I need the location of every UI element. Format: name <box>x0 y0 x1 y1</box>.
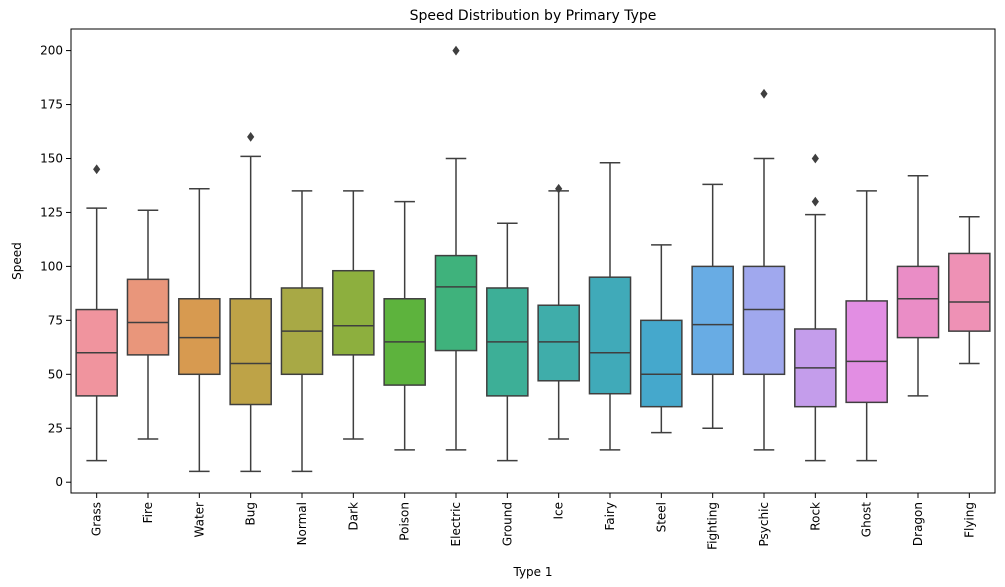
box-normal <box>280 190 324 473</box>
y-axis-label: Speed <box>10 242 24 280</box>
y-tick-label-200: 200 <box>40 44 63 58</box>
x-tick-label-poison: Poison <box>398 502 412 541</box>
x-tick-label-fairy: Fairy <box>603 502 617 531</box>
box-dark <box>332 190 375 440</box>
y-tick-label-50: 50 <box>48 367 63 381</box>
iqr-box-fighting <box>691 265 734 376</box>
y-tick-label-0: 0 <box>55 475 63 489</box>
outlier-psychic-0 <box>760 88 768 99</box>
box-flying <box>948 216 991 365</box>
x-tick-label-grass: Grass <box>90 502 104 536</box>
box-psychic <box>742 88 786 451</box>
box-dragon <box>896 175 940 397</box>
outlier-rock-0 <box>811 196 819 207</box>
x-tick-label-psychic: Psychic <box>757 502 771 547</box>
y-tick-label-100: 100 <box>40 259 63 273</box>
x-tick-label-dragon: Dragon <box>911 502 925 546</box>
iqr-box-steel <box>640 319 683 408</box>
iqr-box-fire <box>126 278 170 356</box>
iqr-box-flying <box>948 252 991 332</box>
x-tick-label-ghost: Ghost <box>860 502 874 537</box>
box-fire <box>126 209 170 440</box>
y-tick-label-25: 25 <box>48 421 63 435</box>
outlier-rock-1 <box>811 153 819 164</box>
x-tick-label-water: Water <box>192 502 206 538</box>
x-tick-label-electric: Electric <box>449 502 463 546</box>
y-tick-label-150: 150 <box>40 151 63 165</box>
outlier-electric-0 <box>452 45 460 56</box>
y-tick-label-75: 75 <box>48 313 63 327</box>
iqr-box-dragon <box>896 265 940 339</box>
x-tick-label-steel: Steel <box>654 502 668 532</box>
y-tick-label-125: 125 <box>40 205 63 219</box>
box-ghost <box>845 190 888 462</box>
x-tick-label-ground: Ground <box>500 502 514 546</box>
plot-area <box>75 45 991 473</box>
x-axis-label: Type 1 <box>512 565 552 579</box>
iqr-box-water <box>178 298 221 376</box>
y-tick-label-175: 175 <box>40 98 63 112</box>
x-tick-label-normal: Normal <box>295 502 309 545</box>
x-tick-label-fighting: Fighting <box>706 502 720 550</box>
x-tick-label-flying: Flying <box>962 502 976 538</box>
x-tick-label-dark: Dark <box>346 502 360 531</box>
iqr-box-ghost <box>845 300 888 404</box>
x-tick-label-fire: Fire <box>141 502 155 523</box>
box-steel <box>640 244 683 434</box>
outlier-ice-0 <box>555 183 563 194</box>
x-tick-label-ice: Ice <box>552 502 566 520</box>
box-grass <box>75 164 118 462</box>
box-fairy <box>588 162 632 451</box>
box-water <box>178 187 221 473</box>
box-bug <box>229 132 272 473</box>
box-poison <box>383 200 426 451</box>
box-rock <box>794 153 837 462</box>
iqr-box-psychic <box>742 265 786 376</box>
x-tick-label-bug: Bug <box>244 502 258 525</box>
iqr-box-bug <box>229 298 272 406</box>
x-tick-label-rock: Rock <box>808 502 822 531</box>
iqr-box-ice <box>537 304 580 382</box>
chart-title: Speed Distribution by Primary Type <box>410 8 657 24</box>
outlier-grass-0 <box>93 164 101 175</box>
plot-frame <box>70 28 996 494</box>
outlier-bug-0 <box>247 132 255 142</box>
box-fighting <box>691 183 734 430</box>
box-ground <box>486 222 529 462</box>
box-ice <box>537 183 580 440</box>
box-electric <box>434 45 478 451</box>
iqr-box-dark <box>332 269 375 356</box>
iqr-box-electric <box>434 254 478 352</box>
iqr-box-fairy <box>588 276 632 395</box>
